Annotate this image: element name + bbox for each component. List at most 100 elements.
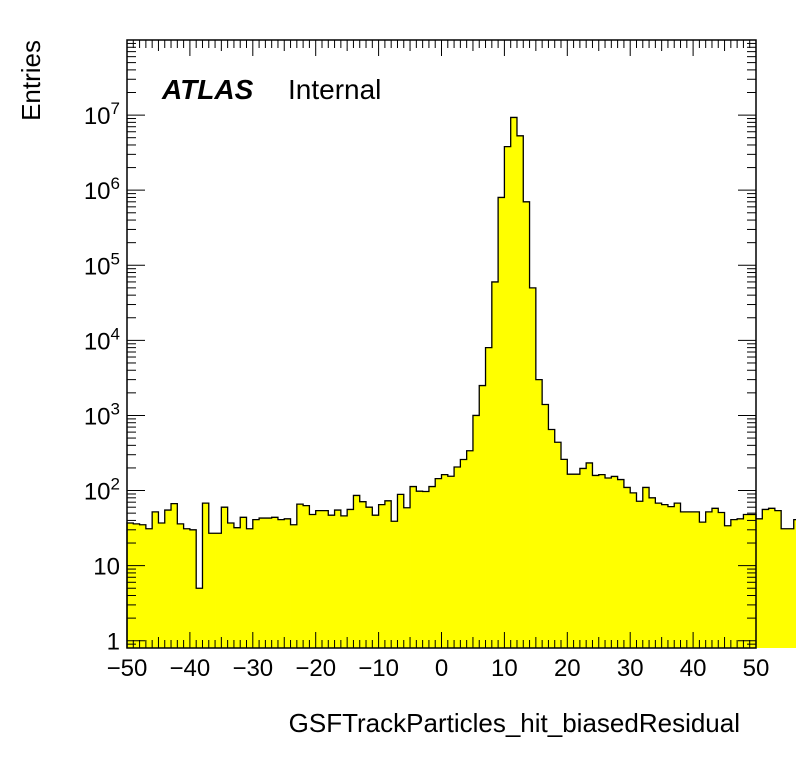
histogram-bin (328, 515, 335, 648)
histogram-bin (730, 519, 738, 648)
histogram-bin (435, 478, 442, 648)
histogram-bin (416, 491, 424, 648)
histogram-bin (485, 347, 493, 648)
histogram-bin (573, 474, 581, 648)
y-tick-label: 102 (84, 475, 120, 506)
histogram-bin (127, 522, 134, 648)
x-tick-label: −30 (232, 655, 273, 682)
histogram-bin (686, 511, 694, 648)
histogram-bin (667, 506, 675, 648)
histogram-bin (781, 528, 788, 648)
histogram-bin (636, 501, 644, 648)
histogram-bin (743, 514, 751, 648)
histogram-bin (711, 508, 719, 648)
histogram-bin (246, 528, 254, 648)
histogram-bin (296, 504, 304, 648)
histogram-bin (554, 442, 562, 648)
histogram-bin (309, 514, 317, 648)
histogram-bin (523, 201, 530, 649)
histogram-outline (126, 116, 796, 648)
y-tick-label: 107 (84, 99, 120, 130)
histogram-bin (152, 511, 159, 648)
x-axis-title: GSFTrackParticles_hit_biasedResidual (289, 708, 740, 738)
histogram-bin (661, 504, 669, 648)
histogram-bin (623, 487, 631, 648)
x-tick-label: 40 (680, 655, 707, 682)
histogram-bin (529, 287, 537, 648)
histogram-bin (793, 519, 796, 648)
histogram-bin (303, 505, 310, 648)
histogram-bin (378, 504, 386, 648)
histogram-bin (605, 477, 612, 648)
histogram-bin (617, 479, 625, 648)
histogram-bin (479, 385, 486, 648)
histogram-bin (542, 404, 549, 648)
histogram-bin (535, 379, 543, 648)
histogram-bin (441, 474, 449, 648)
y-axis-title: Entries (16, 40, 46, 121)
plot-frame (126, 39, 757, 649)
histogram-bin (158, 522, 166, 648)
histogram-bin (277, 519, 285, 648)
histogram-bin (171, 503, 178, 648)
histogram-bin (768, 508, 776, 648)
histogram-bin (196, 588, 203, 648)
histogram-bin (397, 494, 405, 648)
histogram-bin (756, 518, 763, 648)
histogram-bin (315, 510, 323, 648)
histogram-bin (189, 529, 197, 648)
x-tick-label: 20 (554, 655, 581, 682)
internal-label: Internal (288, 74, 381, 105)
histogram-bin (428, 486, 436, 648)
histogram-bin (271, 517, 279, 648)
x-tick-label: −20 (295, 655, 336, 682)
histogram-bin (334, 510, 342, 648)
y-tick-label: 10 (93, 554, 120, 581)
histogram-bin (510, 117, 518, 648)
histogram-bin (749, 514, 757, 648)
histogram-bin (774, 510, 782, 648)
histogram-bin (586, 462, 593, 648)
histogram-bin (252, 519, 260, 648)
histogram-bin (233, 527, 241, 648)
histogram-bin (699, 522, 707, 648)
histogram-bin (447, 476, 455, 648)
histogram-bin (321, 510, 329, 648)
axis-ticks (126, 39, 757, 649)
histogram-bin (642, 487, 650, 648)
histogram-bin (183, 528, 191, 648)
histogram-bin (460, 459, 468, 648)
histogram-bin (561, 459, 568, 648)
histogram-bin (693, 511, 700, 648)
histogram-bin (422, 491, 430, 648)
histogram-bin (466, 450, 474, 648)
histogram-bin (592, 475, 600, 648)
x-tick-labels: −50 −40 −30 −20 −10 0 10 20 30 40 50 (107, 655, 770, 682)
histogram-bin (630, 492, 637, 648)
histogram-bin (372, 515, 379, 648)
histogram-bin (290, 524, 298, 648)
histogram-bin (649, 497, 656, 648)
histogram-bin (359, 501, 367, 648)
y-tick-label: 106 (84, 174, 120, 205)
y-tick-label: 105 (84, 249, 120, 280)
histogram-bin (598, 474, 606, 648)
histogram-bin (391, 521, 398, 648)
histogram-bin (504, 146, 512, 648)
histogram-bin (221, 507, 229, 648)
histogram-bin (472, 415, 480, 648)
histogram-bin (133, 523, 140, 648)
histogram-bin (516, 135, 524, 648)
histogram-bin (208, 533, 216, 648)
y-tick-labels: 1 10 102 103 104 105 106 107 (84, 99, 120, 656)
histogram-bin (202, 503, 210, 648)
histogram-bin (498, 197, 505, 648)
histogram-bin (724, 525, 732, 648)
histogram-bin (737, 518, 744, 648)
histogram-bin (680, 511, 688, 648)
histogram-bin (353, 495, 361, 648)
y-tick-label: 104 (84, 324, 120, 355)
x-tick-label: −50 (107, 655, 148, 682)
y-tick-label: 103 (84, 399, 120, 430)
histogram-bin (177, 523, 185, 648)
